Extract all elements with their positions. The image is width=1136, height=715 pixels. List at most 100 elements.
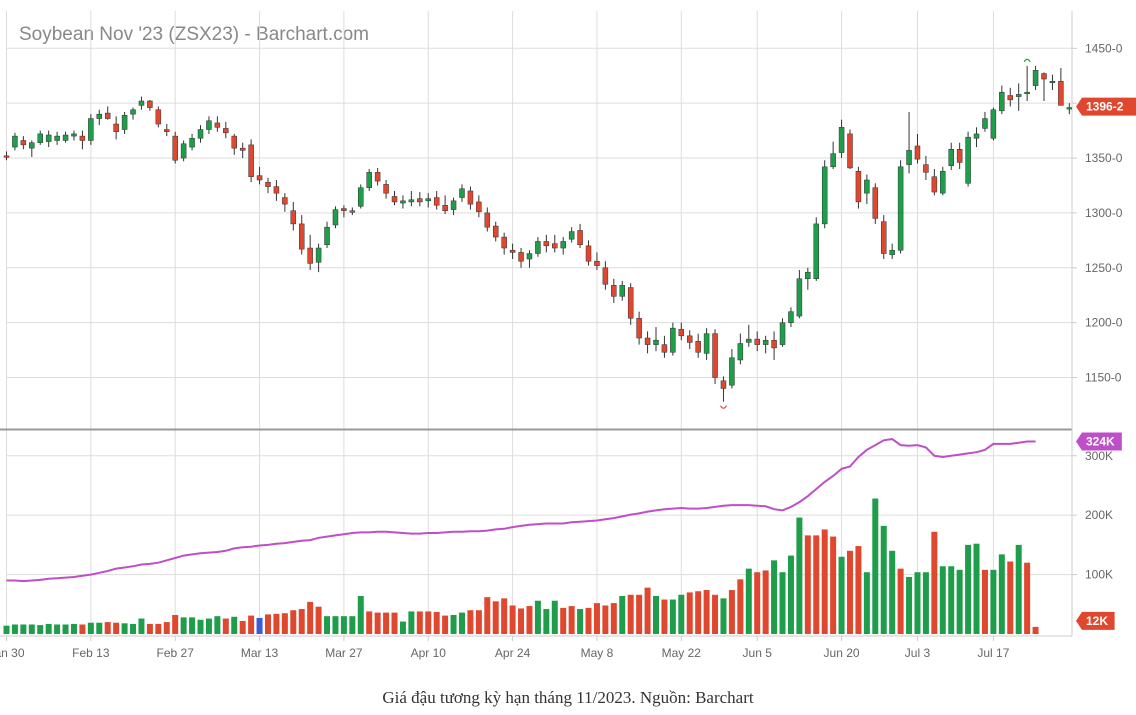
volume-bar (256, 617, 263, 634)
grid-lines (6, 11, 1072, 634)
candle-body (880, 221, 887, 254)
candle-body (79, 135, 86, 141)
candle-body (813, 223, 820, 280)
volume-bar (239, 620, 246, 634)
volume-bar (610, 603, 617, 634)
volume-bar (492, 601, 499, 634)
candle-body (686, 335, 693, 343)
candle-body (552, 243, 558, 249)
candle-body (982, 118, 988, 129)
volume-bar (11, 624, 18, 634)
candle-body (3, 155, 10, 158)
candle-body (771, 339, 777, 349)
candle-body (391, 196, 398, 203)
volume-bar (62, 624, 69, 634)
date-tick-label: Apr 10 (411, 646, 447, 660)
candle-body (762, 339, 769, 345)
candle-body (1058, 80, 1064, 106)
volume-bar (37, 625, 44, 634)
volume-bar (627, 594, 634, 634)
candle-body (164, 129, 170, 132)
date-tick-label: Feb 27 (157, 646, 195, 660)
volume-bar (222, 618, 229, 634)
candle-body (897, 166, 904, 251)
candle-body (940, 170, 946, 194)
volume-bar (990, 569, 997, 634)
candle-body (1049, 80, 1056, 83)
volume-bar (104, 622, 111, 634)
volume-bar (54, 624, 61, 634)
volume-bar (771, 560, 778, 634)
candle-body (248, 144, 254, 177)
candle-body (442, 204, 448, 211)
candle-body (349, 210, 356, 213)
volume-bar (442, 615, 449, 634)
volume-bar (121, 623, 128, 634)
volume-bar (70, 623, 77, 634)
candle-body (864, 179, 870, 194)
candle-body (341, 208, 347, 211)
volume-bar (593, 603, 600, 634)
volume-bar (475, 610, 482, 634)
volume-bar (130, 623, 137, 634)
volume-bar (45, 623, 52, 634)
high-marker (1023, 58, 1031, 63)
volume-bar (965, 544, 972, 634)
candle-body (459, 188, 465, 198)
candle-body (973, 133, 980, 139)
volume-bar (551, 600, 558, 634)
volume-bar (79, 624, 86, 634)
volume-bar (602, 605, 609, 634)
volume-bar (686, 592, 693, 634)
volume-bar (416, 611, 423, 634)
date-tick-label: Jun 5 (743, 646, 773, 660)
volume-bar (408, 611, 415, 634)
volume-bar (939, 566, 946, 634)
candle-body (180, 143, 187, 159)
volume-bar (821, 529, 828, 634)
candle-body (366, 172, 372, 188)
candle-body (433, 197, 440, 206)
volume-bar (619, 595, 626, 634)
price-tick-label: 1350-0 (1085, 151, 1123, 165)
volume-bar (28, 624, 35, 634)
candle-body (256, 175, 263, 181)
date-tick-label: Apr 24 (495, 646, 531, 660)
volume-bar (948, 566, 955, 634)
image-caption: Giá đậu tương kỳ hạn tháng 11/2023. Nguồ… (382, 688, 754, 707)
volume-bar (189, 617, 196, 634)
volume-bar (661, 599, 668, 634)
price-tick-label: 1450-0 (1085, 41, 1123, 55)
volume-bar (779, 572, 786, 634)
candle-body (147, 100, 153, 108)
volume-bar (501, 598, 508, 634)
candle-body (847, 133, 853, 169)
volume-bar (728, 590, 735, 634)
candle-body (476, 201, 482, 213)
volume-bar (205, 618, 212, 634)
candle-body (703, 333, 710, 354)
volume-bar (754, 572, 761, 634)
candle-body (37, 133, 43, 143)
candle-body (568, 231, 575, 240)
volume-bar (914, 572, 921, 634)
volume-bar (787, 555, 794, 634)
volume-bar (96, 622, 103, 634)
candle-body (518, 252, 524, 262)
volume-axis: 300K 200K 100K (1072, 449, 1113, 582)
date-tick-label: Jul 17 (977, 646, 1009, 660)
candle-body (1024, 91, 1030, 94)
candle-body (324, 226, 330, 245)
volume-bar (981, 569, 988, 634)
volume-bar (138, 618, 145, 634)
chart-title: Soybean Nov '23 (ZSX23) - Barchart.com (19, 24, 369, 45)
volume-bar (560, 607, 567, 634)
candle-body (307, 247, 313, 264)
candle-body (526, 253, 533, 260)
candle-body (172, 135, 178, 161)
candle-body (627, 287, 634, 319)
candle-body (602, 267, 609, 285)
candle-body (265, 181, 271, 187)
candle-body (400, 200, 406, 204)
